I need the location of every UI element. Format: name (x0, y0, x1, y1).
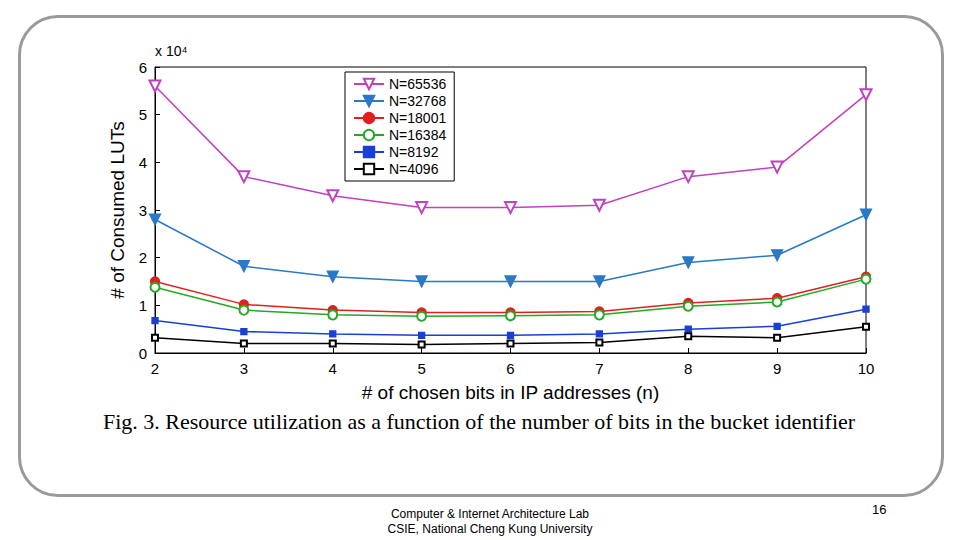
svg-text:2: 2 (151, 360, 159, 377)
svg-text:N=32768: N=32768 (389, 93, 446, 109)
svg-text:N=16384: N=16384 (389, 127, 446, 143)
svg-text:0: 0 (139, 345, 147, 362)
svg-text:N=18001: N=18001 (389, 110, 446, 126)
svg-text:5: 5 (139, 106, 147, 123)
svg-text:6: 6 (139, 59, 147, 76)
svg-text:N=65536: N=65536 (389, 76, 446, 92)
svg-text:10: 10 (858, 360, 875, 377)
svg-text:2: 2 (139, 249, 147, 266)
svg-text:4: 4 (329, 360, 337, 377)
svg-text:x 10⁴: x 10⁴ (155, 43, 187, 59)
svg-text:# of Consumed LUTs: # of Consumed LUTs (107, 121, 128, 298)
svg-text:# of chosen bits in IP address: # of chosen bits in IP addresses (n) (362, 382, 659, 403)
html-text:CSIE, National Cheng Kung Univ: CSIE, National Cheng Kung University (387, 522, 593, 536)
svg-text:3: 3 (240, 360, 248, 377)
svg-text:N=8192: N=8192 (389, 144, 439, 160)
svg-text:9: 9 (773, 360, 781, 377)
html-text:Computer & Internet Architectu: Computer & Internet Architecture Lab (390, 507, 589, 521)
html-text:Fig. 3. Resource utilization a: Fig. 3. Resource utilization as a functi… (103, 409, 856, 434)
svg-text:8: 8 (684, 360, 692, 377)
svg-text:N=4096: N=4096 (389, 161, 439, 177)
svg-text:3: 3 (139, 202, 147, 219)
svg-text:1: 1 (139, 297, 147, 314)
svg-text:4: 4 (139, 154, 147, 171)
html-text:16: 16 (872, 502, 887, 517)
svg-text:7: 7 (595, 360, 603, 377)
svg-text:5: 5 (417, 360, 425, 377)
svg-text:6: 6 (506, 360, 514, 377)
